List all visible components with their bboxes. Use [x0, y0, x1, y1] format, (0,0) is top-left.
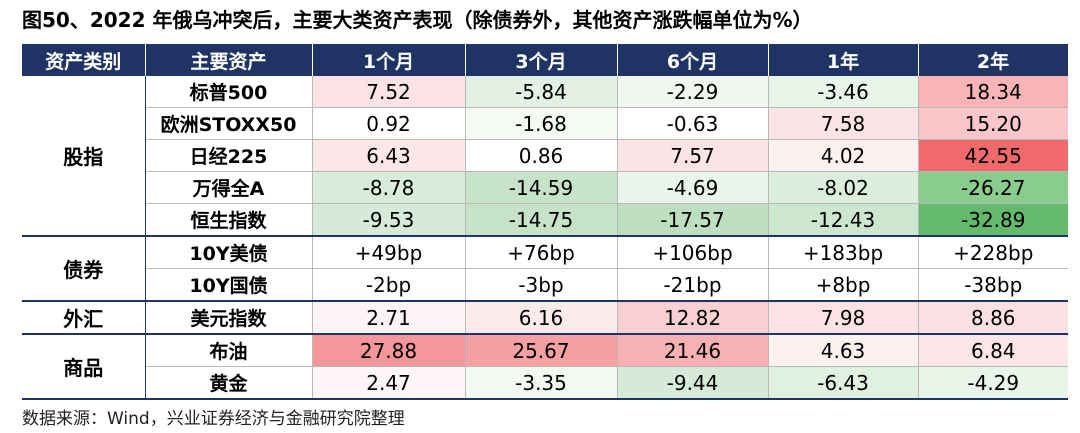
value-cell: +49bp — [312, 236, 466, 269]
value-cell: -9.53 — [312, 203, 466, 237]
value-cell: -26.27 — [918, 171, 1068, 204]
value-cell: -4.69 — [617, 171, 769, 204]
asset-cell: 万得全A — [145, 171, 313, 204]
value-cell: -4.29 — [918, 366, 1068, 400]
asset-cell: 布油 — [145, 334, 313, 367]
value-cell: 6.16 — [465, 301, 618, 335]
asset-table: 资产类别 主要资产 1个月 3个月 6个月 1年 2年 股指 标普500 7.52 -5.84 -2… — [22, 44, 1069, 400]
table-row: 10Y国债 -2bp -3bp -21bp +8bp -38bp — [22, 268, 1068, 302]
table-row: 万得全A -8.78 -14.59 -4.69 -8.02 -26.27 — [22, 171, 1068, 204]
asset-cell: 黄金 — [145, 366, 313, 400]
value-cell: 2.71 — [312, 301, 466, 335]
asset-cell: 恒生指数 — [145, 203, 313, 237]
table-row: 外汇 美元指数 2.71 6.16 12.82 7.98 8.86 — [22, 301, 1068, 335]
value-cell: -5.84 — [465, 76, 618, 108]
header-cell: 1个月 — [312, 44, 466, 76]
value-cell: 4.02 — [768, 139, 919, 172]
value-cell: -14.75 — [465, 203, 618, 237]
group-cell: 债券 — [22, 236, 146, 302]
header-row: 资产类别 主要资产 1个月 3个月 6个月 1年 2年 — [22, 44, 1069, 76]
value-cell: -32.89 — [918, 203, 1068, 237]
value-cell: -3.35 — [465, 366, 618, 400]
value-cell: 7.58 — [768, 107, 919, 140]
table-row: 欧洲STOXX50 0.92 -1.68 -0.63 7.58 15.20 — [22, 107, 1068, 140]
value-cell: 42.55 — [918, 139, 1068, 172]
value-cell: 25.67 — [465, 334, 618, 367]
table-row: 股指 标普500 7.52 -5.84 -2.29 -3.46 18.34 — [22, 76, 1068, 237]
value-cell: 27.88 — [312, 334, 466, 367]
value-cell: -12.43 — [768, 203, 919, 237]
group-cell: 商品 — [22, 334, 146, 400]
value-cell: 7.57 — [617, 139, 769, 172]
header-cell: 3个月 — [465, 44, 618, 76]
value-cell: -21bp — [617, 268, 769, 302]
value-cell: -3.46 — [768, 76, 919, 108]
value-cell: -2.29 — [617, 76, 769, 108]
asset-cell: 日经225 — [145, 139, 313, 172]
value-cell: 12.82 — [617, 301, 769, 335]
value-cell: -6.43 — [768, 366, 919, 400]
group-cell: 外汇 — [22, 301, 146, 335]
table-row: 恒生指数 -9.53 -14.75 -17.57 -12.43 -32.89 — [22, 203, 1068, 237]
table-row: 商品 布油 27.88 25.67 21.46 4.63 6.84 — [22, 334, 1068, 400]
asset-cell: 美元指数 — [145, 301, 313, 335]
value-cell: 0.86 — [465, 139, 618, 172]
value-cell: +183bp — [768, 236, 919, 269]
asset-cell: 10Y美债 — [145, 236, 313, 269]
value-cell: +106bp — [617, 236, 769, 269]
value-cell: 15.20 — [918, 107, 1068, 140]
value-cell: -0.63 — [617, 107, 769, 140]
table-row: 日经225 6.43 0.86 7.57 4.02 42.55 — [22, 139, 1068, 172]
value-cell: +76bp — [465, 236, 618, 269]
title: 图50、2022 年俄乌冲突后，主要大类资产表现（除债券外，其他资产涨跌幅单位为… — [22, 8, 813, 32]
value-cell: 0.92 — [312, 107, 466, 140]
table-body: 股指 标普500 7.52 -5.84 -2.29 -3.46 18.34 欧洲STOXX50… — [22, 76, 1068, 400]
group-cell: 股指 — [22, 76, 146, 237]
value-cell: 6.43 — [312, 139, 466, 172]
header-cell: 1年 — [768, 44, 919, 76]
value-cell: -9.44 — [617, 366, 769, 400]
value-cell: -8.78 — [312, 171, 466, 204]
value-cell: -1.68 — [465, 107, 618, 140]
asset-cell: 标普500 — [145, 76, 313, 108]
value-cell: -17.57 — [617, 203, 769, 237]
table-row: 债券 10Y美债 +49bp +76bp +106bp +183bp +228bp — [22, 236, 1068, 302]
header-cell: 6个月 — [617, 44, 769, 76]
value-cell: 8.86 — [918, 301, 1068, 335]
table-row: 黄金 2.47 -3.35 -9.44 -6.43 -4.29 — [22, 366, 1068, 400]
value-cell: -3bp — [465, 268, 618, 302]
value-cell: 18.34 — [918, 76, 1068, 108]
header-cell: 资产类别 — [22, 44, 146, 76]
value-cell: 7.98 — [768, 301, 919, 335]
value-cell: -38bp — [918, 268, 1068, 302]
source-note: 数据来源：Wind，兴业证券经济与金融研究院整理 — [22, 409, 405, 429]
value-cell: +8bp — [768, 268, 919, 302]
value-cell: -8.02 — [768, 171, 919, 204]
value-cell: 21.46 — [617, 334, 769, 367]
value-cell: 2.47 — [312, 366, 466, 400]
header-cell: 主要资产 — [145, 44, 313, 76]
asset-cell: 10Y国债 — [145, 268, 313, 302]
value-cell: -2bp — [312, 268, 466, 302]
header-cell: 2年 — [918, 44, 1069, 76]
asset-cell: 欧洲STOXX50 — [145, 107, 313, 140]
value-cell: -14.59 — [465, 171, 618, 204]
value-cell: 6.84 — [918, 334, 1068, 367]
value-cell: 4.63 — [768, 334, 919, 367]
value-cell: +228bp — [918, 236, 1068, 269]
value-cell: 7.52 — [312, 76, 466, 108]
